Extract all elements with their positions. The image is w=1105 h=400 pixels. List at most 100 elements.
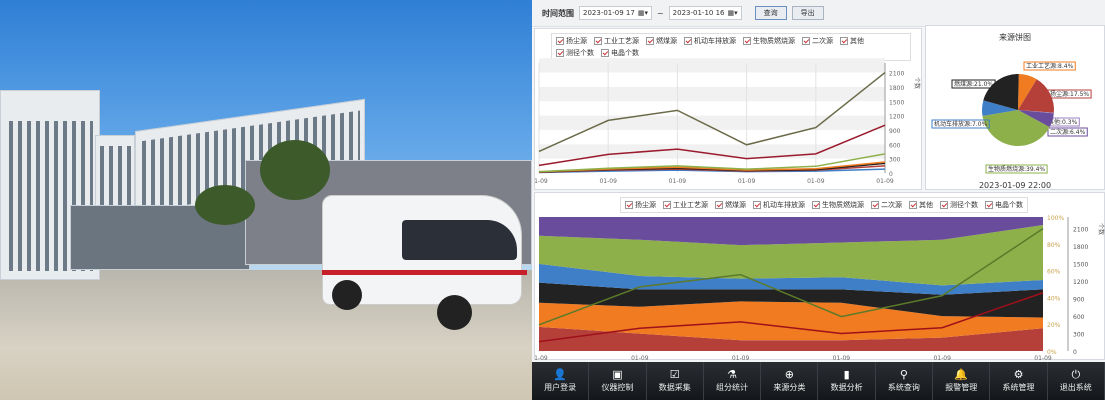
nav-label: 组分统计	[716, 383, 749, 392]
bottom-navigation: 👤 用户登录 ▣ 仪器控制 ☑ 数据采集 ⚗ 组分统计 ⊕ 来源分类 ▮ 数据分析 ⚲ 系统查询 🔔 报警管理…	[532, 362, 1105, 400]
nav-item-user[interactable]: 👤 用户登录	[532, 362, 590, 400]
van	[322, 195, 532, 330]
checkbox-checked-icon[interactable]	[743, 37, 751, 45]
legend-item[interactable]: 机动车排放源	[753, 200, 805, 210]
target-icon: ⊕	[784, 368, 794, 381]
y-axis-label: 个数	[913, 77, 921, 89]
checkbox-checked-icon[interactable]	[871, 201, 879, 209]
legend-label: 测径个数	[950, 201, 978, 209]
legend-label: 其他	[919, 201, 933, 209]
legend-label: 电晶个数	[611, 49, 639, 57]
grid-band	[539, 58, 885, 73]
right-y-tick-label: 1800	[1073, 244, 1088, 251]
checkbox-checked-icon[interactable]	[753, 201, 761, 209]
nav-item-flask[interactable]: ⚗ 组分统计	[704, 362, 762, 400]
checkbox-checked-icon[interactable]	[715, 201, 723, 209]
checkbox-checked-icon[interactable]	[556, 49, 564, 57]
legend-item[interactable]: 二次源	[871, 200, 902, 210]
legend-item[interactable]: 其他	[909, 200, 933, 210]
area-二次源	[539, 217, 1043, 246]
nav-item-search[interactable]: ⚲ 系统查询	[876, 362, 934, 400]
legend-item[interactable]: 其他	[840, 36, 864, 46]
nav-item-gear[interactable]: ⚙ 系统管理	[990, 362, 1048, 400]
checkbox-checked-icon[interactable]	[556, 37, 564, 45]
pie-slice-燃煤源	[983, 74, 1019, 110]
right-y-tick-label: 900	[1073, 297, 1085, 304]
y-axis-label: 个数	[1097, 223, 1105, 235]
end-time-input[interactable]: 2023-01-10 16 ▦▾	[668, 6, 742, 20]
pie-label: 其他:0.3%	[1048, 118, 1078, 126]
checkbox-checked-icon[interactable]	[840, 37, 848, 45]
flask-icon: ⚗	[727, 368, 737, 381]
exit-icon: ⏻	[1071, 368, 1081, 381]
checkbox-checked-icon[interactable]	[646, 37, 654, 45]
start-time-input[interactable]: 2023-01-09 17 ▦▾	[579, 6, 652, 20]
legend-item[interactable]: 测径个数	[556, 48, 594, 58]
nav-item-collect[interactable]: ☑ 数据采集	[647, 362, 704, 400]
collect-icon: ☑	[669, 368, 680, 381]
checkbox-checked-icon[interactable]	[812, 201, 820, 209]
series-line-测径个数	[538, 228, 1044, 326]
left-y-tick-label: 20%	[1047, 322, 1061, 329]
legend-item[interactable]: 生物质燃烧源	[743, 36, 795, 46]
legend-label: 工业工艺源	[673, 201, 708, 209]
calendar-icon[interactable]: ▦▾	[637, 9, 648, 17]
x-tick-label: 01-09	[833, 355, 851, 361]
nav-item-bar-chart[interactable]: ▮ 数据分析	[818, 362, 876, 400]
nav-item-bell[interactable]: 🔔 报警管理	[933, 362, 991, 400]
nav-label: 报警管理	[945, 383, 978, 392]
legend-item[interactable]: 测径个数	[940, 200, 978, 210]
checkbox-checked-icon[interactable]	[909, 201, 917, 209]
legend-label: 工业工艺源	[604, 37, 639, 45]
checkbox-checked-icon[interactable]	[684, 37, 692, 45]
grid-band	[539, 115, 885, 130]
checkbox-checked-icon[interactable]	[601, 49, 609, 57]
nav-label: 系统管理	[1002, 383, 1035, 392]
checkbox-checked-icon[interactable]	[594, 37, 602, 45]
series-line-工业工艺源	[538, 161, 886, 173]
nav-label: 来源分类	[773, 383, 806, 392]
query-button[interactable]: 查询	[754, 6, 787, 20]
checkbox-checked-icon[interactable]	[985, 201, 993, 209]
checkbox-checked-icon[interactable]	[940, 201, 948, 209]
user-icon: 👤	[553, 368, 567, 381]
nav-item-monitor[interactable]: ▣ 仪器控制	[589, 362, 647, 400]
legend-item[interactable]: 燃煤源	[646, 36, 677, 46]
right-y-tick-label: 1200	[1073, 279, 1088, 286]
nav-item-target[interactable]: ⊕ 来源分类	[761, 362, 819, 400]
series-line-电晶个数	[538, 292, 1044, 343]
legend-item[interactable]: 机动车排放源	[684, 36, 736, 46]
export-button[interactable]: 导出	[791, 6, 824, 20]
left-y-tick-label: 0%	[1047, 349, 1057, 356]
pie-label: 二次源:6.4%	[1050, 128, 1086, 136]
legend-item[interactable]: 扬尘源	[625, 200, 656, 210]
legend-item[interactable]: 工业工艺源	[594, 36, 639, 46]
nav-label: 数据采集	[658, 383, 691, 392]
nav-label: 系统查询	[887, 383, 920, 392]
nav-item-exit[interactable]: ⏻ 退出系统	[1048, 362, 1105, 400]
bell-icon: 🔔	[954, 368, 969, 381]
legend-item[interactable]: 电晶个数	[601, 48, 639, 58]
legend-item[interactable]: 二次源	[802, 36, 833, 46]
line-chart-panel: 扬尘源 工业工艺源 燃煤源 机动车排放源 生物质燃烧源 二次源 其他 测径个数 电晶个数 0 30…	[534, 28, 922, 190]
search-icon: ⚲	[899, 368, 908, 381]
nav-label: 退出系统	[1059, 383, 1092, 392]
checkbox-checked-icon[interactable]	[625, 201, 633, 209]
series-line-生物质燃烧源	[538, 153, 886, 173]
gear-icon: ⚙	[1013, 368, 1024, 381]
pie-label-box	[1047, 127, 1088, 137]
legend-label: 机动车排放源	[694, 37, 736, 45]
pie-label-box	[1047, 89, 1092, 99]
legend-item[interactable]: 电晶个数	[985, 200, 1023, 210]
pie-label: 工业工艺源:8.4%	[1026, 62, 1074, 70]
y-tick-label: 0	[889, 171, 893, 178]
legend-item[interactable]: 扬尘源	[556, 36, 587, 46]
pie-label: 机动车排放源:7.0%	[934, 120, 988, 128]
checkbox-checked-icon[interactable]	[802, 37, 810, 45]
legend-item[interactable]: 生物质燃烧源	[812, 200, 864, 210]
legend-item[interactable]: 工业工艺源	[663, 200, 708, 210]
legend-item[interactable]: 燃煤源	[715, 200, 746, 210]
left-y-tick-label: 80%	[1047, 242, 1061, 249]
checkbox-checked-icon[interactable]	[663, 201, 671, 209]
calendar-icon[interactable]: ▦▾	[727, 9, 738, 17]
